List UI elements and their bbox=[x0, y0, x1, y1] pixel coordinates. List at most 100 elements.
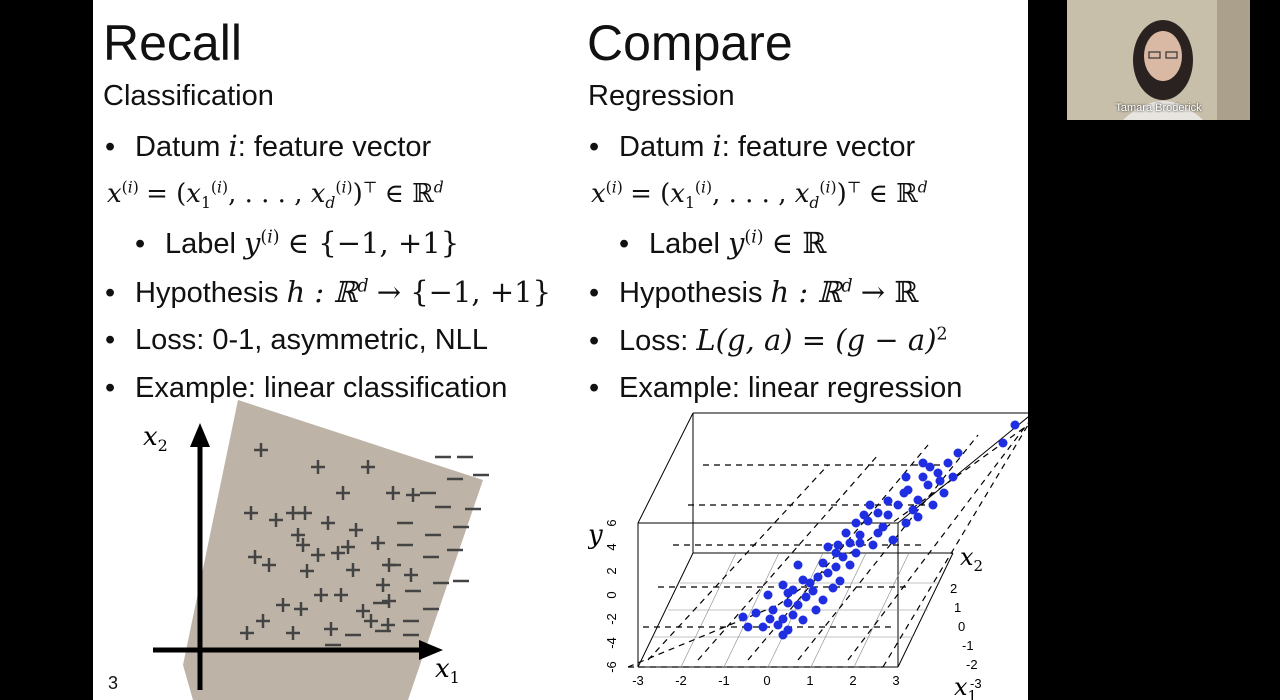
x2-axis-label-right: x2 bbox=[960, 543, 983, 575]
right-feature-formula: x(i) = (x1(i), . . . , xd(i))⊤ ∈ ℝd bbox=[591, 178, 928, 213]
positive-region bbox=[183, 400, 483, 700]
x1-axis-label-right: x1 bbox=[954, 673, 977, 700]
data-point bbox=[933, 468, 943, 478]
left-bullet-loss: • Loss: 0-1, asymmetric, NLL bbox=[105, 324, 488, 356]
data-point bbox=[788, 610, 798, 620]
plus-mark bbox=[404, 568, 418, 582]
plus-mark bbox=[334, 588, 348, 602]
data-point bbox=[763, 590, 773, 600]
plus-mark bbox=[331, 546, 345, 560]
right-heading: Compare bbox=[587, 15, 793, 71]
y-tick-label: 2 bbox=[604, 567, 619, 574]
right-bullet-hypothesis: • Hypothesis h : ℝd → ℝ bbox=[589, 275, 919, 309]
data-point bbox=[831, 562, 841, 572]
data-point bbox=[865, 500, 875, 510]
y-tick-label: 6 bbox=[604, 519, 619, 526]
y-tick-label: 4 bbox=[604, 543, 619, 550]
plus-mark bbox=[294, 602, 308, 616]
data-point bbox=[953, 448, 963, 458]
data-point bbox=[901, 472, 911, 482]
data-point bbox=[805, 578, 815, 588]
y-tick-label: -6 bbox=[604, 661, 619, 673]
data-point bbox=[928, 500, 938, 510]
y-tick-label: -2 bbox=[604, 613, 619, 625]
x2-tick-label: 0 bbox=[958, 619, 965, 634]
data-point bbox=[765, 614, 775, 624]
plus-mark bbox=[248, 550, 262, 564]
plus-mark bbox=[376, 578, 390, 592]
data-point bbox=[883, 496, 893, 506]
right-loss-prefix: Loss: bbox=[619, 325, 697, 357]
right-bullet-label: • Label y(i) ∈ ℝ bbox=[619, 226, 827, 260]
right-datum-prefix: Datum bbox=[619, 131, 713, 163]
plus-mark bbox=[256, 614, 270, 628]
y-tick-label: 0 bbox=[604, 591, 619, 598]
plus-mark bbox=[298, 506, 312, 520]
data-point bbox=[873, 528, 883, 538]
right-subheading: Regression bbox=[588, 80, 735, 112]
data-point bbox=[925, 462, 935, 472]
x1-tick-label: -2 bbox=[675, 673, 687, 688]
plus-mark bbox=[286, 506, 300, 520]
data-point bbox=[801, 592, 811, 602]
plus-mark bbox=[311, 548, 325, 562]
data-point bbox=[841, 528, 851, 538]
data-point bbox=[818, 595, 828, 605]
data-point bbox=[811, 605, 821, 615]
plus-mark bbox=[314, 588, 328, 602]
data-point bbox=[743, 622, 753, 632]
right-bullet-datum: • Datum i: feature vector bbox=[589, 129, 916, 163]
data-point bbox=[758, 622, 768, 632]
data-point bbox=[838, 552, 848, 562]
data-point bbox=[918, 472, 928, 482]
participant-video-icon bbox=[1067, 0, 1250, 120]
plus-mark bbox=[346, 563, 360, 577]
plus-mark bbox=[364, 614, 378, 628]
data-point bbox=[828, 583, 838, 593]
right-bullet-loss: • Loss: L(g, a) = (g − a)2 bbox=[589, 323, 948, 357]
data-point bbox=[913, 512, 923, 522]
data-point bbox=[935, 476, 945, 486]
left-bullet-label: • Label y(i) ∈ {−1, +1} bbox=[135, 226, 460, 260]
plus-mark bbox=[262, 558, 276, 572]
data-point bbox=[813, 572, 823, 582]
x2-tick-label: -2 bbox=[966, 657, 978, 672]
right-example-text: Example: linear regression bbox=[619, 372, 963, 404]
plus-mark bbox=[300, 564, 314, 578]
left-example-text: Example: linear classification bbox=[135, 372, 508, 404]
data-point bbox=[778, 580, 788, 590]
x1-tick-label: -3 bbox=[632, 673, 644, 688]
plus-mark bbox=[291, 528, 305, 542]
plus-mark bbox=[276, 598, 290, 612]
x1-tick-label: 1 bbox=[806, 673, 813, 688]
x2-tick-label: 1 bbox=[954, 600, 961, 615]
x2-ticks: 2 1 0 -1 -2 -3 bbox=[950, 581, 982, 691]
data-point bbox=[948, 472, 958, 482]
data-point bbox=[778, 630, 788, 640]
x1-axis-label: x1 bbox=[435, 654, 460, 687]
plus-mark bbox=[321, 516, 335, 530]
plus-mark bbox=[286, 626, 300, 640]
data-point bbox=[878, 522, 888, 532]
webcam-tile[interactable]: Tamara Broderick bbox=[1067, 0, 1250, 120]
participant-name: Tamara Broderick bbox=[1115, 102, 1202, 114]
x2-tick-label: -1 bbox=[962, 638, 974, 653]
data-point bbox=[768, 605, 778, 615]
plus-mark bbox=[382, 594, 396, 608]
x2-axis-label: x2 bbox=[143, 422, 168, 455]
data-point bbox=[883, 510, 893, 520]
right-label-prefix: Label bbox=[649, 228, 729, 260]
data-point bbox=[818, 558, 828, 568]
plus-mark bbox=[296, 538, 310, 552]
data-point bbox=[851, 518, 861, 528]
plus-mark bbox=[254, 443, 268, 457]
data-point bbox=[901, 518, 911, 528]
left-bullet-hypothesis: • Hypothesis h : ℝd → {−1, +1} bbox=[105, 275, 552, 309]
slide: Recall Classification • Datum i: feature … bbox=[93, 0, 1028, 700]
data-point bbox=[998, 438, 1008, 448]
plus-mark bbox=[240, 626, 254, 640]
plus-mark bbox=[336, 486, 350, 500]
x1-tick-label: -1 bbox=[718, 673, 730, 688]
data-point bbox=[773, 620, 783, 630]
left-bullet-datum: • Datum i: feature vector bbox=[105, 129, 432, 163]
